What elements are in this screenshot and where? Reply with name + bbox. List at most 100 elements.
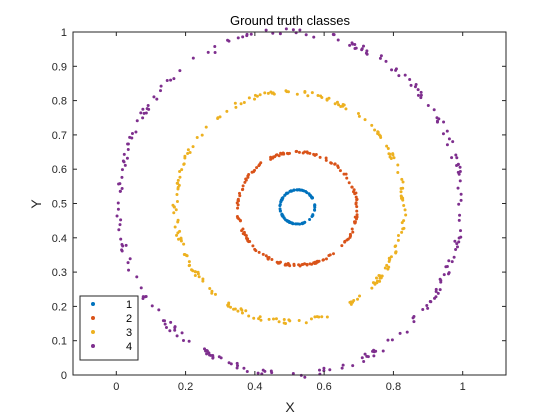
data-point	[190, 268, 194, 272]
data-point	[126, 142, 130, 146]
data-point	[120, 186, 124, 190]
data-point	[355, 213, 359, 217]
data-point	[319, 94, 323, 98]
data-point	[318, 368, 322, 372]
data-point	[412, 314, 416, 318]
data-point	[244, 234, 248, 238]
data-point	[240, 229, 244, 233]
data-point	[336, 38, 340, 42]
data-point	[403, 208, 407, 212]
data-point	[126, 261, 130, 265]
data-point	[272, 317, 275, 321]
data-point	[401, 186, 405, 190]
data-point	[195, 135, 199, 139]
data-point	[387, 265, 391, 269]
data-point	[374, 349, 378, 353]
data-point	[119, 218, 123, 222]
data-point	[240, 308, 244, 312]
data-point	[298, 28, 302, 32]
series-2	[235, 149, 359, 268]
data-point	[255, 166, 259, 170]
data-point	[324, 158, 328, 162]
data-point	[248, 240, 252, 244]
data-point	[277, 154, 281, 158]
data-point	[226, 303, 230, 307]
data-point	[419, 96, 423, 100]
data-point	[139, 286, 143, 290]
data-point	[454, 247, 458, 251]
data-point	[304, 321, 308, 325]
data-point	[213, 292, 217, 296]
data-point	[118, 223, 122, 227]
data-point	[351, 364, 355, 368]
data-point	[291, 28, 295, 32]
data-point	[187, 260, 191, 264]
data-point	[458, 165, 462, 169]
data-point	[241, 232, 245, 236]
data-point	[404, 213, 408, 217]
data-point	[172, 211, 176, 215]
data-point	[269, 369, 273, 373]
data-point	[297, 318, 301, 322]
data-point	[245, 32, 249, 36]
data-point	[176, 178, 180, 182]
data-point	[120, 248, 124, 252]
data-point	[338, 169, 342, 173]
data-point	[425, 303, 429, 307]
data-point	[378, 56, 382, 60]
data-point	[396, 163, 400, 167]
data-point	[324, 156, 328, 160]
data-point	[390, 68, 394, 72]
data-point	[258, 93, 262, 97]
data-point	[314, 261, 318, 265]
data-point	[403, 73, 407, 77]
data-point	[169, 78, 173, 82]
data-point	[213, 44, 217, 48]
data-point	[121, 244, 125, 248]
data-point	[124, 243, 128, 247]
data-point	[266, 256, 270, 260]
data-point	[123, 163, 127, 167]
data-point	[115, 214, 119, 218]
data-point	[355, 209, 359, 213]
data-point	[342, 172, 346, 176]
data-point	[270, 91, 274, 95]
data-point	[150, 304, 154, 308]
data-point	[127, 268, 131, 272]
data-point	[177, 237, 181, 241]
data-point	[282, 321, 286, 325]
data-point	[455, 242, 459, 246]
data-point	[236, 203, 240, 207]
data-point	[193, 270, 197, 274]
data-point	[408, 78, 412, 81]
legend-label: 4	[126, 341, 132, 353]
data-point	[339, 105, 343, 109]
data-point	[310, 262, 314, 266]
data-point	[165, 78, 169, 82]
data-point	[157, 308, 161, 312]
y-axis: 0 0.1 0.2 0.3 0.4 0.5 0.6 0.7 0.8 0.9 1	[52, 27, 506, 382]
data-point	[232, 307, 236, 311]
data-point	[120, 175, 124, 179]
data-point	[297, 150, 301, 154]
data-point	[302, 189, 306, 193]
data-point	[357, 114, 361, 118]
data-point	[252, 170, 256, 174]
data-point	[201, 279, 205, 283]
data-point	[343, 240, 347, 244]
data-point	[292, 262, 296, 266]
y-axis-label: Y	[28, 199, 44, 209]
data-point	[282, 318, 286, 322]
data-point	[416, 88, 420, 92]
data-point	[402, 226, 406, 230]
data-point	[386, 146, 390, 150]
data-point	[295, 92, 299, 96]
data-point	[457, 240, 461, 244]
y-tick-label: 1	[61, 27, 67, 39]
data-point	[371, 281, 375, 285]
data-point	[247, 96, 251, 100]
legend-label: 2	[126, 313, 132, 325]
data-point	[450, 156, 454, 160]
data-point	[457, 202, 461, 206]
data-point	[304, 33, 308, 37]
